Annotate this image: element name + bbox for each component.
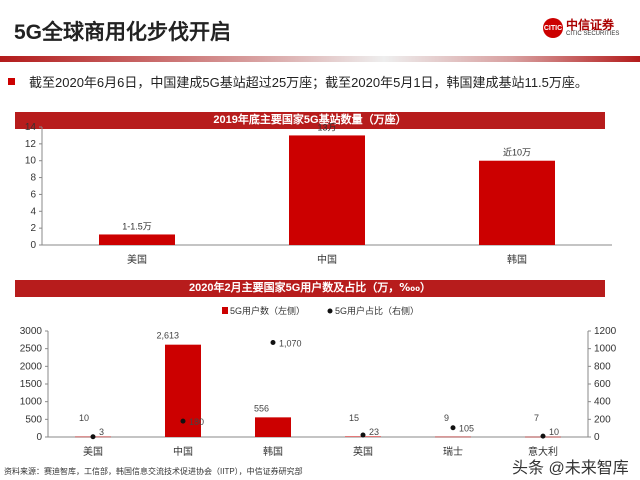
legend-dot-label: 5G用户占比（右侧） xyxy=(335,305,419,316)
chart1-ytick-label: 2 xyxy=(30,223,36,234)
chart2-ratio-point xyxy=(540,433,546,439)
chart2-point-label: 180 xyxy=(189,417,204,427)
chart2-left-tick-label: 2000 xyxy=(20,361,43,372)
chart1-ytick-label: 12 xyxy=(25,139,37,150)
chart2-ratio-point xyxy=(270,339,276,345)
chart1-bar xyxy=(479,160,555,245)
chart1-data-label: 13万 xyxy=(317,122,336,132)
chart2-x-label: 意大利 xyxy=(528,445,558,458)
chart2-x-label: 中国 xyxy=(173,445,193,458)
divider xyxy=(0,56,640,62)
chart2-right-tick-label: 400 xyxy=(594,397,611,408)
bullet-icon xyxy=(8,78,15,85)
legend-dot-icon xyxy=(327,308,333,314)
chart2-bar xyxy=(435,436,471,438)
chart1-ytick-label: 14 xyxy=(25,122,37,133)
chart2-right-tick-label: 600 xyxy=(594,379,611,390)
chart2-bar-label: 10 xyxy=(79,413,89,423)
chart1-ytick-label: 10 xyxy=(25,156,37,167)
chart1-bar xyxy=(289,135,365,245)
chart2-left-tick-label: 1500 xyxy=(20,379,43,390)
chart2-left-tick-label: 0 xyxy=(36,432,42,443)
chart2-point-label: 10 xyxy=(549,427,559,437)
chart1-x-label: 中国 xyxy=(317,253,337,266)
chart2-bar-label: 7 xyxy=(534,413,539,423)
chart1-bar xyxy=(99,234,175,245)
chart2-right-tick-label: 0 xyxy=(594,432,600,443)
watermark: 头条 @未来智库 xyxy=(512,460,629,477)
citic-logo: CITIC 中信证券 CITIC SECURITIES xyxy=(543,18,619,38)
bullet-point: 截至2020年6月6日，中国建成5G基站超过25万座；截至2020年5月1日，韩… xyxy=(8,72,588,91)
chart2-ratio-point xyxy=(360,432,366,438)
chart1-x-label: 韩国 xyxy=(507,253,527,266)
chart2-bar-label: 9 xyxy=(444,413,449,423)
bullet-text: 截至2020年6月6日，中国建成5G基站超过25万座；截至2020年5月1日，韩… xyxy=(29,75,588,90)
page-title: 5G全球商用化步伐开启 xyxy=(14,21,232,44)
chart2-x-label: 瑞士 xyxy=(443,445,463,458)
chart2-point-label: 1,070 xyxy=(279,338,302,348)
chart2-bar-label: 15 xyxy=(349,413,359,423)
logo-icon: CITIC xyxy=(543,18,563,38)
chart2-left-tick-label: 2500 xyxy=(20,344,43,355)
chart1-ytick-label: 8 xyxy=(30,173,36,184)
chart1-ytick-label: 6 xyxy=(30,189,36,200)
chart2-right-tick-label: 800 xyxy=(594,361,611,372)
legend-bar-label: 5G用户数（左侧） xyxy=(230,305,305,316)
chart1-title: 2019年底主要国家5G基站数量（万座） xyxy=(15,112,605,129)
chart2-x-label: 韩国 xyxy=(263,445,283,458)
chart1-ytick-label: 4 xyxy=(30,206,36,217)
chart2-left-tick-label: 500 xyxy=(25,414,42,425)
chart1-ytick-label: 0 xyxy=(30,240,36,251)
legend-bar-icon xyxy=(222,307,228,314)
logo-en: CITIC SECURITIES xyxy=(566,31,620,37)
chart2-point-label: 3 xyxy=(99,427,104,437)
source-note: 资料来源：赛迪智库，工信部，韩国信息交流技术促进协会（IITP），中信证券研究部 xyxy=(4,467,303,476)
chart2-ratio-point xyxy=(450,425,456,431)
chart2-x-label: 英国 xyxy=(353,445,373,458)
chart1-data-label: 近10万 xyxy=(503,147,531,158)
chart2-right-tick-label: 1200 xyxy=(594,326,617,337)
chart2-bar xyxy=(255,417,291,437)
logo-cn: 中信证券 xyxy=(566,18,615,32)
chart2-bar-label: 2,613 xyxy=(156,331,179,341)
chart2-point-label: 105 xyxy=(459,424,474,434)
chart2-x-label: 美国 xyxy=(83,445,103,458)
chart1-data-label: 1-1.5万 xyxy=(122,221,152,231)
chart1-x-label: 美国 xyxy=(127,253,147,266)
chart2-right-tick-label: 1000 xyxy=(594,344,617,355)
chart2-bar-label: 556 xyxy=(254,403,269,413)
chart2-left-tick-label: 3000 xyxy=(20,326,43,337)
chart2-left-tick-label: 1000 xyxy=(20,397,43,408)
chart2-ratio-point xyxy=(180,418,186,424)
chart2-title: 2020年2月主要国家5G用户数及占比（万，‱） xyxy=(15,280,605,297)
chart2-ratio-point xyxy=(90,434,96,440)
chart2-right-tick-label: 200 xyxy=(594,414,611,425)
chart2-point-label: 23 xyxy=(369,427,379,437)
